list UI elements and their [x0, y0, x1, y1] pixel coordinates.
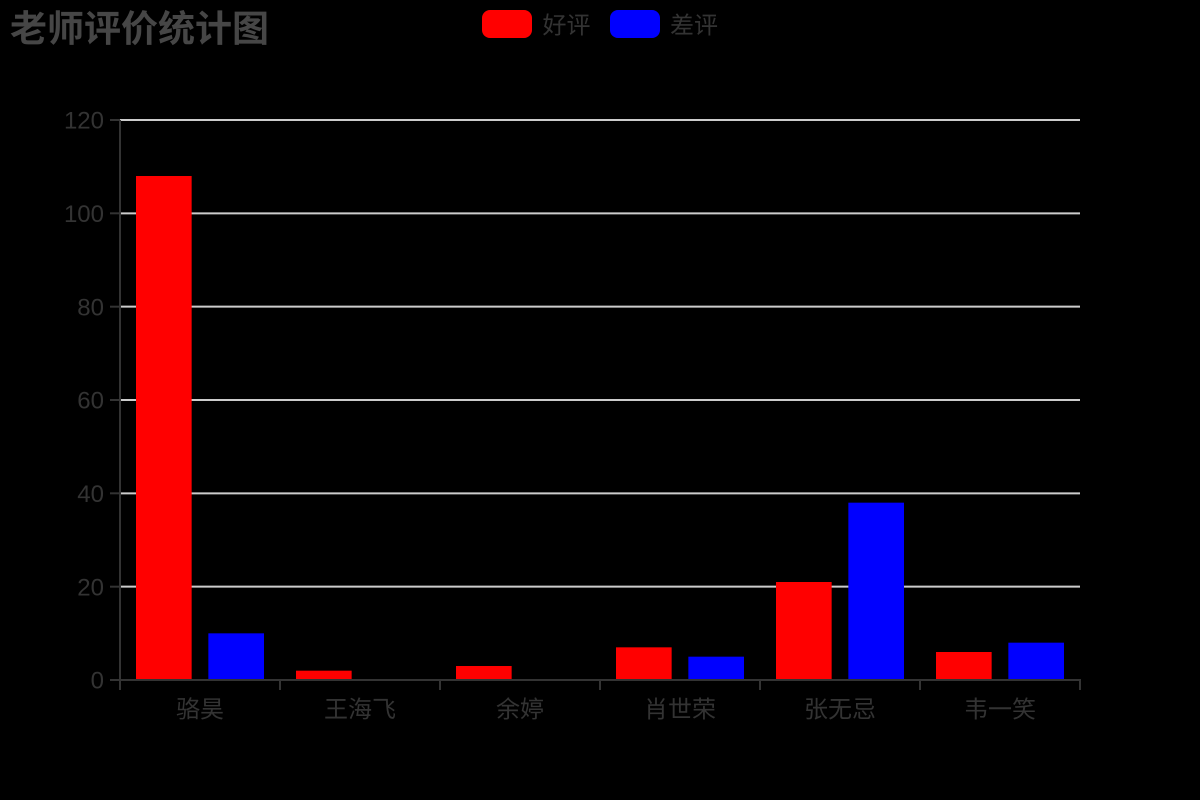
svg-text:120: 120: [64, 108, 104, 135]
svg-text:60: 60: [77, 388, 104, 415]
svg-text:40: 40: [77, 481, 104, 508]
svg-text:0: 0: [91, 668, 104, 695]
svg-text:100: 100: [64, 201, 104, 228]
svg-text:20: 20: [77, 574, 104, 601]
svg-text:80: 80: [77, 294, 104, 321]
